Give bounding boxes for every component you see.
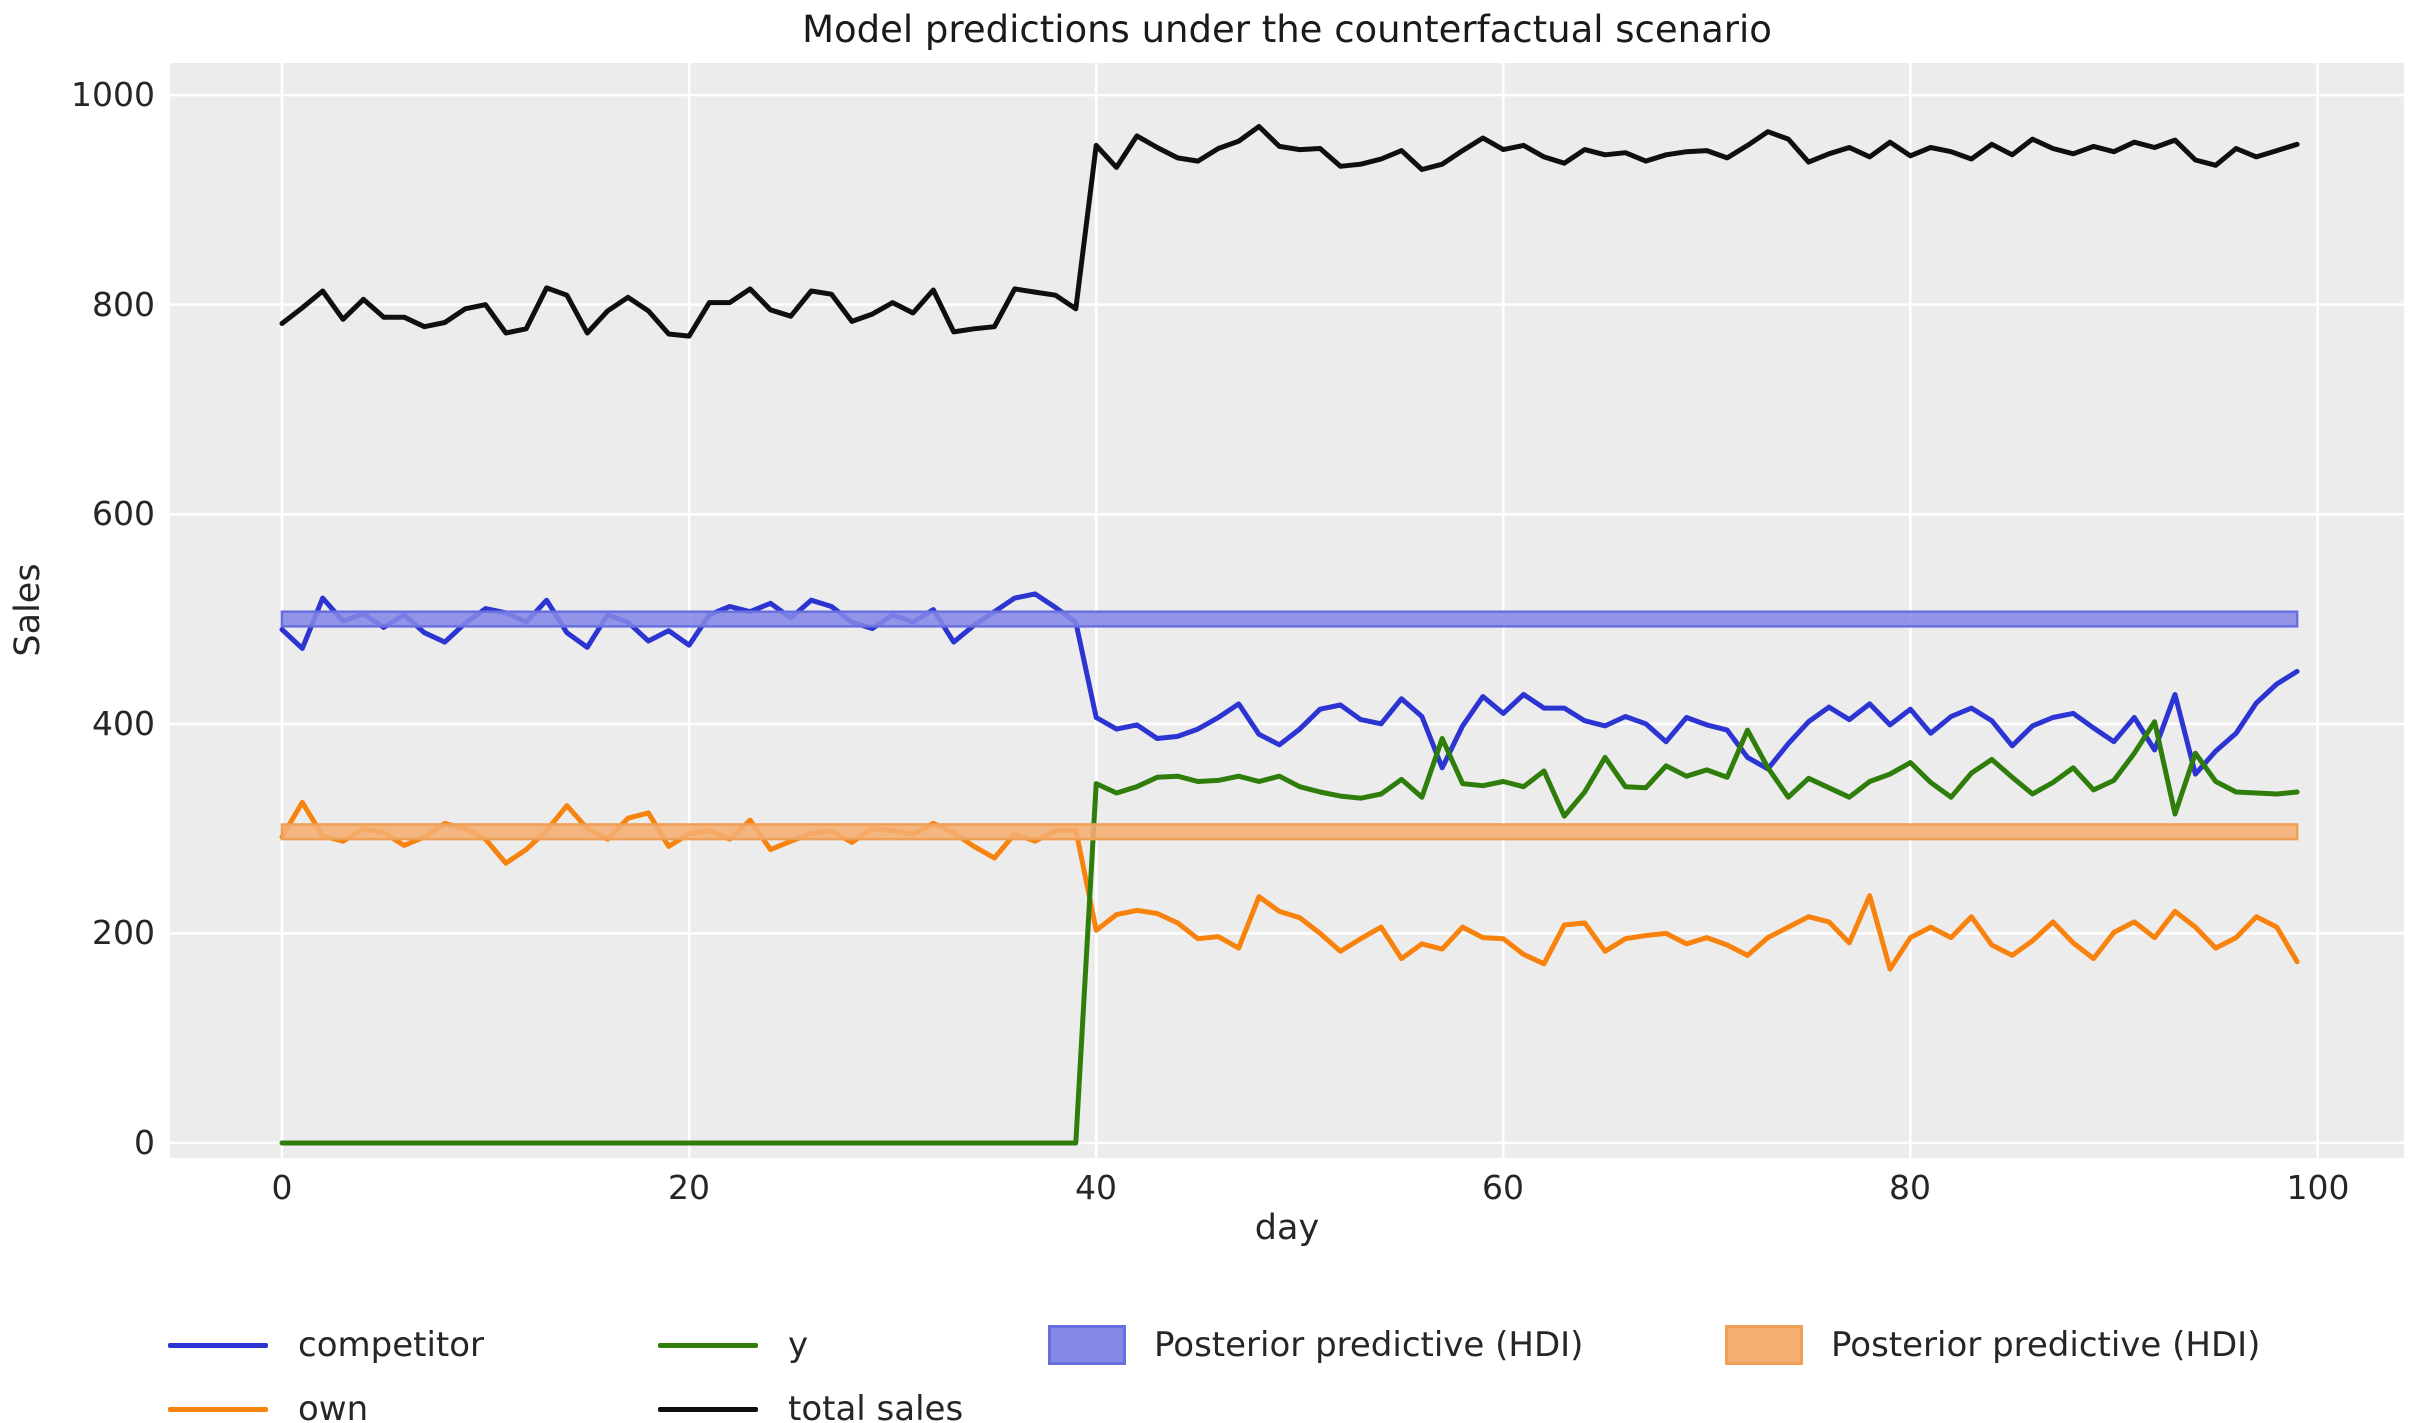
legend-item-competitor: competitor <box>168 1322 658 1368</box>
legend-column-2: y total sales <box>658 1322 1048 1423</box>
xtick-60: 60 <box>1482 1168 1524 1207</box>
legend-item-hdi-blue: Posterior predictive (HDI) <box>1048 1322 1725 1368</box>
legend-label: Posterior predictive (HDI) <box>1154 1325 1584 1365</box>
legend-column-3: Posterior predictive (HDI) <box>1048 1322 1725 1386</box>
own-line-swatch <box>168 1406 268 1412</box>
legend-column-1: competitor own <box>168 1322 658 1423</box>
legend-label: Posterior predictive (HDI) <box>1831 1325 2261 1365</box>
xtick-100: 100 <box>2286 1168 2350 1207</box>
ytick-800: 800 <box>92 285 155 324</box>
plot-area <box>170 63 2404 1158</box>
legend-label: competitor <box>298 1325 485 1365</box>
legend-item-own: own <box>168 1386 658 1423</box>
legend-label: total sales <box>788 1389 964 1423</box>
blue-hdi-patch-swatch <box>1048 1325 1126 1365</box>
ytick-1000: 1000 <box>71 75 155 114</box>
x-axis-label: day <box>1254 1208 1320 1248</box>
legend-label: own <box>298 1389 369 1423</box>
ytick-600: 600 <box>92 494 155 533</box>
legend-item-total-sales: total sales <box>658 1386 1048 1423</box>
ytick-200: 200 <box>92 913 155 952</box>
y-axis-label: Sales <box>8 563 48 657</box>
ytick-400: 400 <box>92 704 155 743</box>
legend-label: y <box>788 1325 809 1365</box>
xtick-80: 80 <box>1889 1168 1931 1207</box>
ytick-0: 0 <box>134 1123 155 1162</box>
xtick-20: 20 <box>668 1168 710 1207</box>
total-sales-line-swatch <box>658 1406 758 1412</box>
legend: competitor own y total sales Posterior p… <box>168 1322 2260 1423</box>
legend-item-hdi-orange: Posterior predictive (HDI) <box>1725 1322 2260 1368</box>
legend-column-4: Posterior predictive (HDI) <box>1725 1322 2260 1386</box>
y-line-swatch <box>658 1342 758 1348</box>
legend-item-y: y <box>658 1322 1048 1368</box>
xtick-0: 0 <box>271 1168 293 1207</box>
chart-title: Model predictions under the counterfactu… <box>802 8 1772 51</box>
chart-canvas <box>170 63 2404 1158</box>
competitor-line-swatch <box>168 1342 268 1348</box>
orange-hdi-patch-swatch <box>1725 1325 1803 1365</box>
xtick-40: 40 <box>1075 1168 1117 1207</box>
